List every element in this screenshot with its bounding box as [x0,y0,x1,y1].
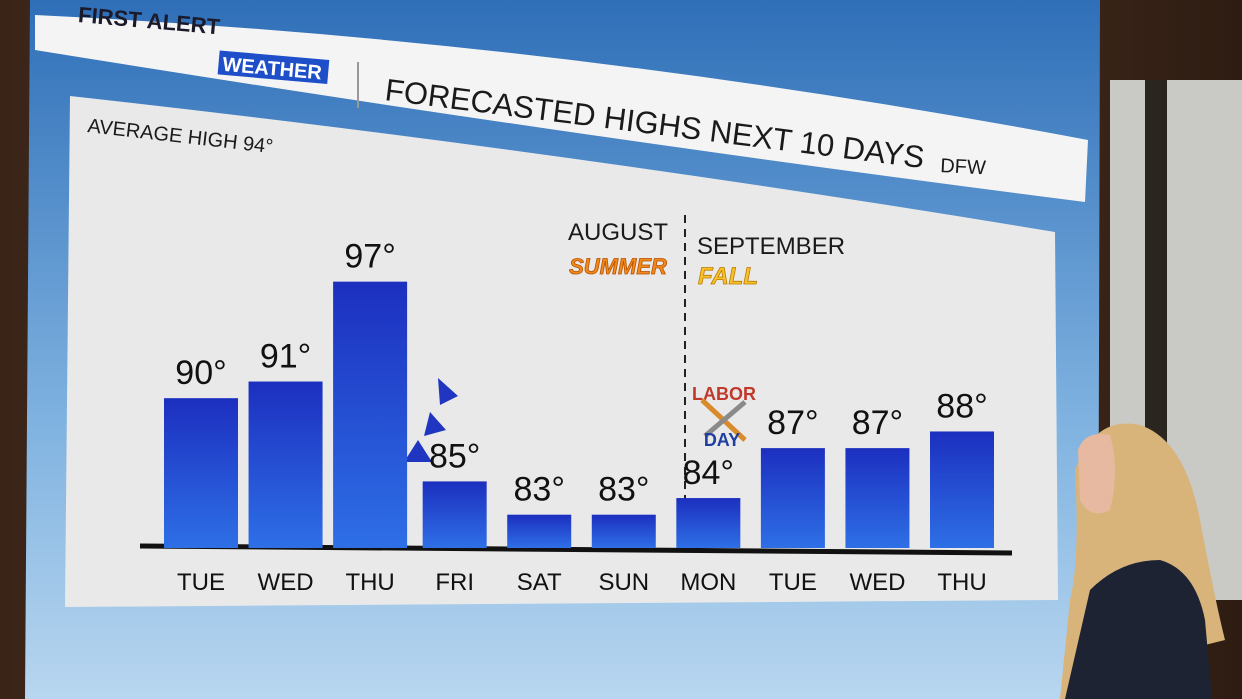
value-label: 85° [429,437,480,475]
value-label: 91° [260,338,311,376]
bar [164,398,238,548]
x-tick-label: SAT [517,569,562,596]
x-tick-label: THU [937,569,986,596]
x-tick-label: WED [258,569,314,596]
season-label: SUMMER [569,254,667,279]
holiday-label: DAY [704,430,740,450]
bar [676,498,741,548]
x-tick-label: SUN [598,569,649,596]
bar [507,514,572,548]
x-tick-label: THU [345,569,394,596]
month-label: SEPTEMBER [697,233,845,260]
bar [845,448,910,548]
flag-decoration [404,378,458,462]
value-label: 88° [936,387,987,425]
x-tick-label: TUE [177,569,225,596]
bars: 90° TUE 91° WED 97° THU 85° FRI 83° SAT 83° SUN 84° M… [164,238,994,596]
bar [930,431,994,548]
wrench-icon [703,400,747,438]
value-label: 97° [344,238,395,276]
value-label: 83° [514,471,565,509]
presenter [1060,423,1225,699]
month-label: AUGUST [568,219,668,246]
bar [760,448,825,548]
x-tick-label: TUE [769,569,817,596]
location: DFW [940,155,987,179]
bar [422,481,487,548]
bar [333,281,408,548]
value-label: 83° [598,471,649,509]
value-label: 84° [683,454,734,492]
bar [248,381,323,548]
x-tick-label: FRI [435,569,474,596]
brand-box [217,50,330,84]
value-label: 87° [767,404,818,442]
value-label: 90° [175,354,226,392]
x-tick-label: WED [849,569,905,596]
x-tick-label: MON [680,569,736,596]
bar [591,514,656,548]
value-label: 87° [852,404,903,442]
holiday-label: LABOR [692,384,756,404]
season-label: FALL [698,263,758,290]
